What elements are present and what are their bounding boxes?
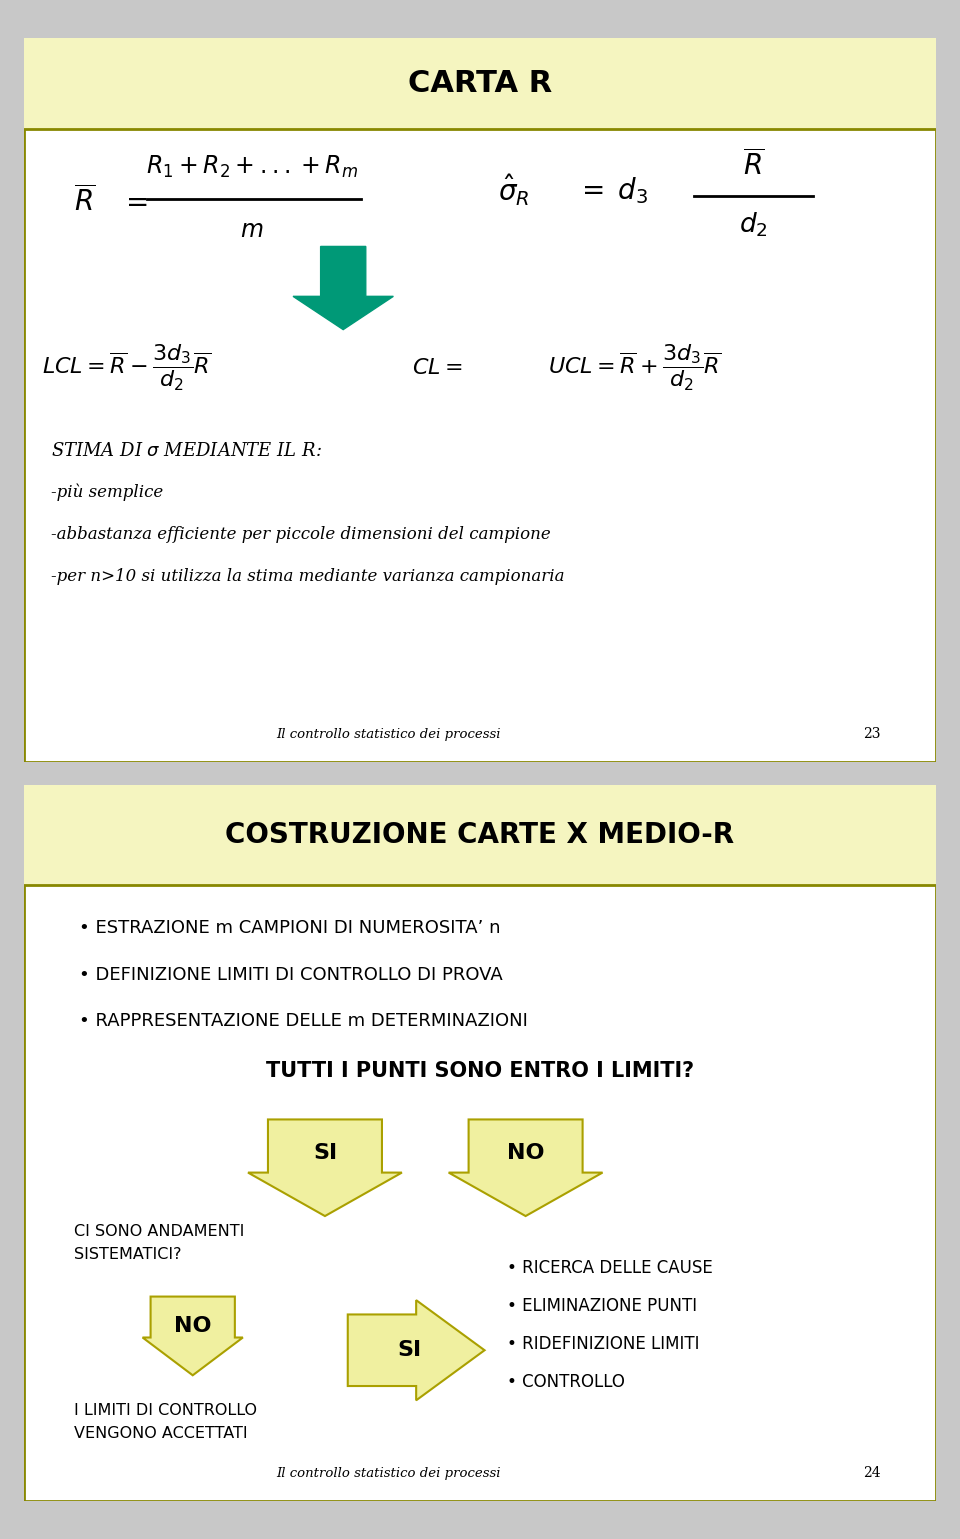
Text: $\overline{R}$: $\overline{R}$	[743, 149, 764, 182]
FancyBboxPatch shape	[24, 38, 936, 762]
Text: SI: SI	[397, 1340, 421, 1360]
Text: SI: SI	[313, 1143, 337, 1163]
FancyBboxPatch shape	[24, 785, 936, 1501]
Polygon shape	[348, 1300, 485, 1400]
Text: $d_2$: $d_2$	[739, 211, 768, 240]
Text: 24: 24	[863, 1467, 881, 1481]
Text: • ELIMINAZIONE PUNTI: • ELIMINAZIONE PUNTI	[507, 1297, 698, 1314]
Text: • RAPPRESENTAZIONE DELLE m DETERMINAZIONI: • RAPPRESENTAZIONE DELLE m DETERMINAZION…	[79, 1013, 528, 1030]
Polygon shape	[142, 1296, 243, 1376]
Text: 23: 23	[863, 728, 881, 742]
Text: $= \; d_3$: $= \; d_3$	[576, 175, 648, 206]
Text: $m$: $m$	[240, 219, 264, 242]
Text: Il controllo statistico dei processi: Il controllo statistico dei processi	[276, 728, 501, 740]
Text: -per n>10 si utilizza la stima mediante varianza campionaria: -per n>10 si utilizza la stima mediante …	[52, 568, 564, 585]
Text: I LIMITI DI CONTROLLO
VENGONO ACCETTATI: I LIMITI DI CONTROLLO VENGONO ACCETTATI	[74, 1402, 257, 1441]
Text: TUTTI I PUNTI SONO ENTRO I LIMITI?: TUTTI I PUNTI SONO ENTRO I LIMITI?	[266, 1062, 694, 1080]
Text: • ESTRAZIONE m CAMPIONI DI NUMEROSITA’ n: • ESTRAZIONE m CAMPIONI DI NUMEROSITA’ n	[79, 919, 500, 937]
Polygon shape	[293, 246, 394, 329]
Text: CI SONO ANDAMENTI
SISTEMATICI?: CI SONO ANDAMENTI SISTEMATICI?	[74, 1224, 245, 1262]
Text: NO: NO	[507, 1143, 544, 1163]
Text: $UCL = \overline{R} + \dfrac{3d_3}{d_2}\overline{R}$: $UCL = \overline{R} + \dfrac{3d_3}{d_2}\…	[548, 343, 722, 392]
Text: • RIDEFINIZIONE LIMITI: • RIDEFINIZIONE LIMITI	[507, 1334, 700, 1353]
FancyBboxPatch shape	[24, 785, 936, 885]
Text: • RICERCA DELLE CAUSE: • RICERCA DELLE CAUSE	[507, 1259, 713, 1277]
Text: -più semplice: -più semplice	[52, 483, 163, 502]
Polygon shape	[448, 1119, 603, 1216]
Text: $CL=$: $CL=$	[412, 357, 462, 379]
Text: $=$: $=$	[120, 188, 148, 215]
Text: $\hat{\sigma}_R$: $\hat{\sigma}_R$	[498, 172, 530, 208]
Text: $LCL = \overline{R} - \dfrac{3d_3}{d_2}\overline{R}$: $LCL = \overline{R} - \dfrac{3d_3}{d_2}\…	[42, 343, 212, 392]
Polygon shape	[248, 1119, 402, 1216]
Text: • CONTROLLO: • CONTROLLO	[507, 1373, 625, 1391]
Text: CARTA R: CARTA R	[408, 69, 552, 98]
Text: NO: NO	[174, 1316, 211, 1336]
Text: STIMA DI $\sigma$ MEDIANTE IL R:: STIMA DI $\sigma$ MEDIANTE IL R:	[52, 442, 323, 460]
Text: $\overline{R}$: $\overline{R}$	[74, 185, 95, 217]
Text: • DEFINIZIONE LIMITI DI CONTROLLO DI PROVA: • DEFINIZIONE LIMITI DI CONTROLLO DI PRO…	[79, 965, 502, 983]
Text: COSTRUZIONE CARTE X MEDIO-R: COSTRUZIONE CARTE X MEDIO-R	[226, 820, 734, 850]
FancyBboxPatch shape	[24, 38, 936, 129]
Text: $R_1+R_2+...+R_m$: $R_1+R_2+...+R_m$	[146, 154, 358, 180]
Text: -abbastanza efficiente per piccole dimensioni del campione: -abbastanza efficiente per piccole dimen…	[52, 526, 551, 543]
Text: Il controllo statistico dei processi: Il controllo statistico dei processi	[276, 1467, 501, 1481]
